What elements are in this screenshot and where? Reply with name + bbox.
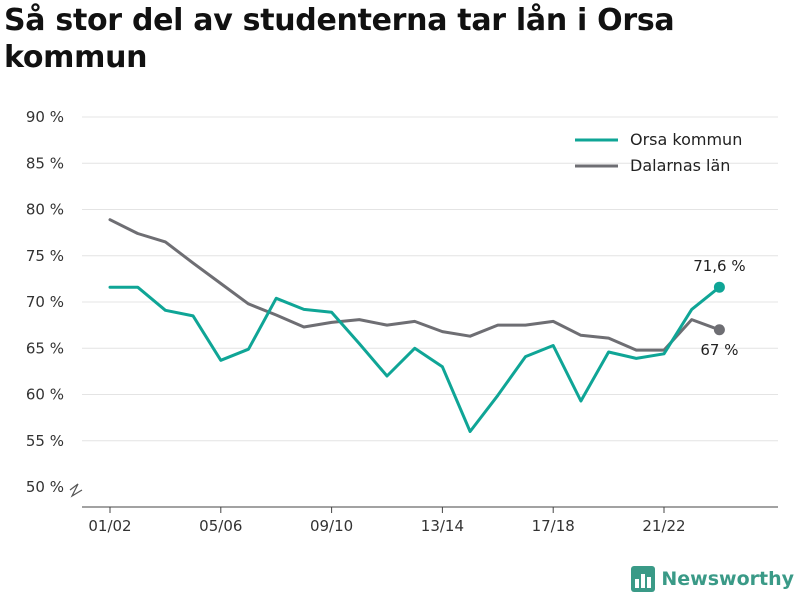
end-label-dalarna: 67 %	[700, 341, 738, 359]
series-line-dalarna	[108, 218, 721, 352]
y-tick-label: 85 %	[26, 154, 64, 172]
y-tick-label: 60 %	[26, 386, 64, 404]
bar-chart-logo-icon	[631, 566, 656, 592]
x-tick-label: 17/18	[532, 517, 575, 535]
x-tick-label: 13/14	[421, 517, 464, 535]
chart-title: Så stor del av studenterna tar lån i Ors…	[4, 3, 675, 75]
legend-label-dalarna: Dalarnas län	[630, 156, 730, 175]
y-tick-label: 75 %	[26, 247, 64, 265]
brand-name: Newsworthy	[661, 568, 794, 590]
x-tick-label: 05/06	[199, 517, 242, 535]
x-tick-label: 01/02	[88, 517, 131, 535]
x-tick-label: 09/10	[310, 517, 353, 535]
end-label-orsa: 71,6 %	[693, 257, 745, 275]
legend-label-orsa: Orsa kommun	[630, 130, 742, 149]
end-point-dalarna	[713, 324, 725, 336]
series-line-orsa	[108, 285, 721, 433]
x-axis: 01/02 05/06 09/10 13/14 17/18 21/22	[82, 506, 778, 535]
y-tick-label: 70 %	[26, 293, 64, 311]
newsworthy-logo: Newsworthy	[631, 566, 794, 592]
y-tick-label: 50 %	[26, 478, 64, 496]
y-tick-label: 90 %	[26, 108, 64, 126]
y-tick-label: 65 %	[26, 339, 64, 357]
y-tick-label: 55 %	[26, 432, 64, 450]
y-axis-ticks: 50 % 55 % 60 % 65 % 70 % 75 % 80 % 85 % 90 %	[26, 108, 83, 498]
gridlines	[82, 116, 778, 442]
x-tick-label: 21/22	[642, 517, 685, 535]
series-lines: 67 % 71,6 %	[108, 218, 746, 433]
y-tick-label: 80 %	[26, 201, 64, 219]
axis-break-icon	[69, 483, 83, 498]
end-point-orsa	[713, 281, 725, 293]
legend: Orsa kommun Dalarnas län	[575, 130, 742, 175]
